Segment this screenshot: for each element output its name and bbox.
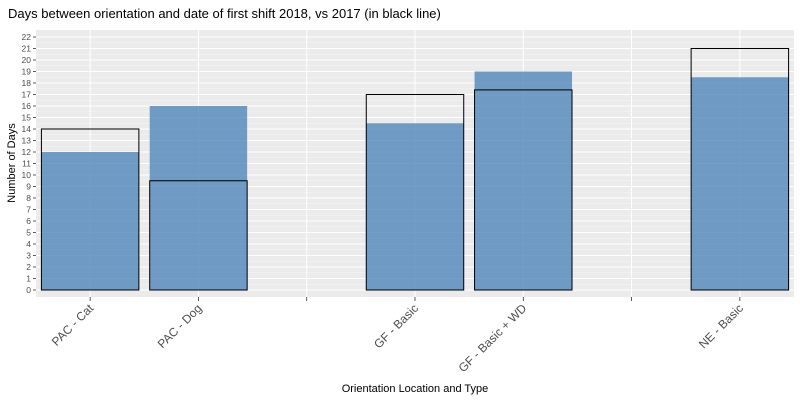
y-tick-label: 9 [26, 182, 31, 192]
y-tick-label: 0 [26, 285, 31, 295]
y-tick-label: 15 [22, 113, 32, 123]
x-tick-label: PAC - Cat [49, 301, 97, 349]
y-tick-label: 13 [22, 136, 32, 146]
bar-2018 [41, 152, 139, 290]
bar-2018 [691, 77, 789, 290]
y-tick-label: 16 [22, 101, 32, 111]
bar-2018 [366, 123, 464, 290]
y-tick-label: 5 [26, 228, 31, 238]
x-tick-label: NE - Basic [696, 301, 746, 351]
y-tick-label: 20 [22, 55, 32, 65]
bar-2018 [474, 71, 573, 290]
y-tick-label: 7 [26, 205, 31, 215]
bar-2018 [149, 106, 248, 290]
y-tick-label: 12 [22, 147, 32, 157]
x-axis-title: Orientation Location and Type [342, 383, 489, 395]
chart-title: Days between orientation and date of fir… [8, 6, 441, 21]
bar-2017-outline [690, 48, 790, 291]
y-tick-label: 2 [26, 262, 31, 272]
y-tick-label: 8 [26, 193, 31, 203]
y-tick-label: 19 [22, 67, 32, 77]
y-axis-title: Number of Days [6, 123, 18, 203]
x-tick-label: PAC - Dog [155, 301, 205, 351]
x-tick-label: GF - Basic + WD [456, 301, 530, 375]
y-tick-label: 21 [22, 44, 32, 54]
y-tick-label: 11 [22, 159, 31, 169]
y-tick-label: 4 [26, 239, 31, 249]
bar-2017-outline [40, 128, 140, 291]
bars [40, 48, 790, 291]
bar-2017-outline [474, 89, 573, 291]
y-tick-label: 1 [26, 274, 31, 284]
y-tick-label: 18 [22, 78, 32, 88]
y-tick-label: 10 [22, 170, 32, 180]
bar-2017-outline [149, 180, 248, 291]
y-tick-label: 6 [26, 216, 31, 226]
y-tick-label: 17 [22, 90, 32, 100]
y-tick-label: 22 [22, 32, 32, 42]
y-tick-label: 3 [26, 251, 31, 261]
bar-2017-outline [365, 94, 465, 291]
x-tick-label: GF - Basic [371, 301, 421, 351]
y-tick-label: 14 [22, 124, 32, 134]
x-axis: PAC - Cat PAC - Dog GF - Basic GF - Basic +… [49, 297, 746, 375]
